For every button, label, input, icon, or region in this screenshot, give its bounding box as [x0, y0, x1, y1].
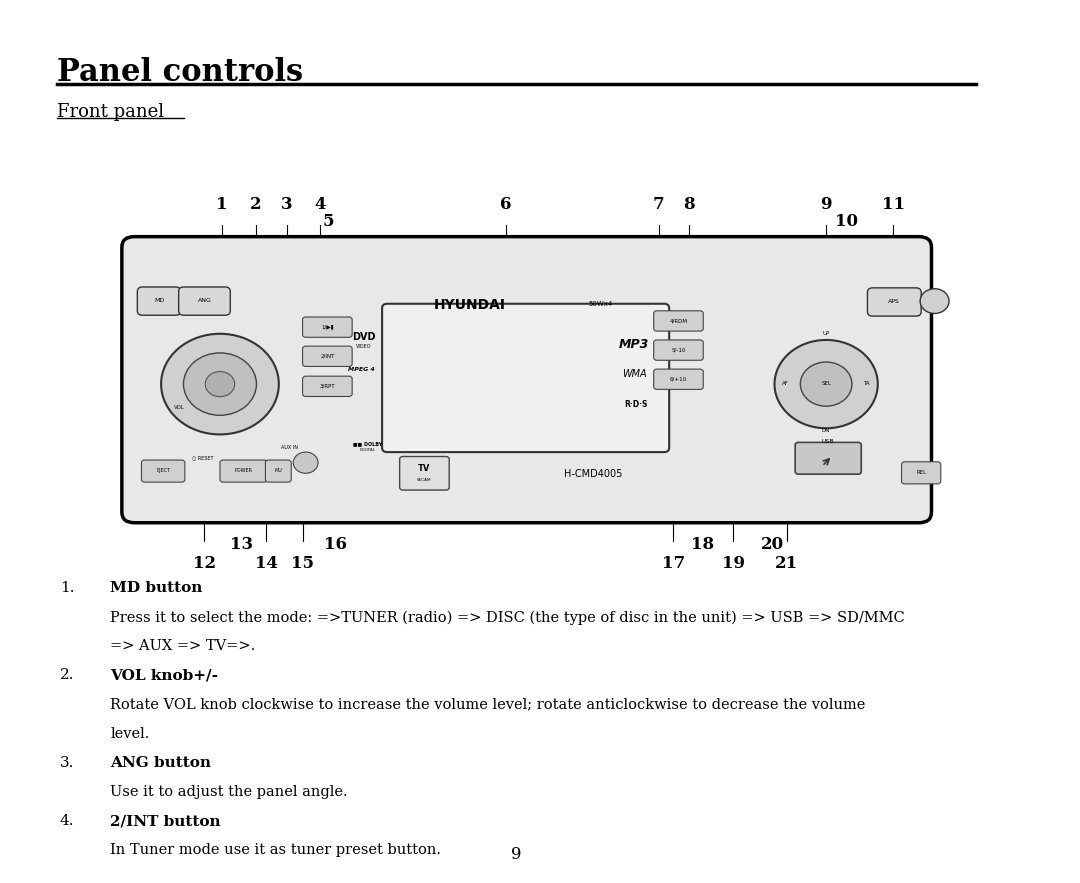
Text: In Tuner mode use it as tuner preset button.: In Tuner mode use it as tuner preset but…: [110, 843, 442, 857]
FancyBboxPatch shape: [382, 304, 670, 452]
Text: AUX IN: AUX IN: [281, 445, 298, 450]
Text: DIGITAL: DIGITAL: [360, 449, 376, 452]
FancyBboxPatch shape: [137, 287, 180, 315]
Text: REL: REL: [916, 470, 927, 475]
Circle shape: [800, 362, 852, 406]
Text: MD: MD: [154, 298, 164, 303]
Text: 4.: 4.: [59, 814, 75, 828]
FancyBboxPatch shape: [795, 442, 861, 474]
Text: TV: TV: [418, 464, 431, 473]
Text: Front panel: Front panel: [57, 103, 164, 121]
FancyBboxPatch shape: [302, 317, 352, 337]
Text: SECAM: SECAM: [417, 479, 432, 482]
Text: 7: 7: [653, 196, 664, 213]
Circle shape: [920, 289, 949, 313]
FancyBboxPatch shape: [653, 340, 703, 360]
Text: UP: UP: [823, 331, 829, 336]
Text: 13: 13: [230, 536, 253, 553]
Text: 2/INT button: 2/INT button: [110, 814, 221, 828]
Text: 16: 16: [324, 536, 347, 553]
Text: SEL: SEL: [821, 381, 832, 386]
FancyBboxPatch shape: [178, 287, 230, 315]
Text: ○ RESET: ○ RESET: [191, 455, 213, 460]
FancyBboxPatch shape: [266, 460, 292, 482]
Text: MPEG 4: MPEG 4: [348, 367, 375, 373]
Circle shape: [184, 353, 256, 415]
Text: level.: level.: [110, 727, 150, 741]
Text: ■■ DOLBY: ■■ DOLBY: [353, 441, 382, 446]
Text: 5: 5: [323, 214, 334, 230]
Text: MD button: MD button: [110, 581, 203, 595]
Text: 17: 17: [662, 555, 685, 572]
Text: 1: 1: [216, 196, 228, 213]
Text: 3: 3: [281, 196, 293, 213]
Circle shape: [294, 452, 319, 473]
Circle shape: [774, 340, 878, 428]
Text: TA: TA: [863, 381, 869, 386]
Text: 3.: 3.: [59, 756, 75, 770]
FancyBboxPatch shape: [302, 346, 352, 366]
Text: VOL knob+/-: VOL knob+/-: [110, 668, 218, 683]
Text: Panel controls: Panel controls: [57, 57, 302, 88]
Text: 50Wx4: 50Wx4: [589, 301, 613, 306]
Text: 2: 2: [251, 196, 262, 213]
Text: 11: 11: [881, 196, 905, 213]
Text: MP3: MP3: [619, 338, 649, 351]
Text: 10: 10: [835, 214, 859, 230]
Text: VOL: VOL: [174, 405, 185, 411]
Text: 18: 18: [691, 536, 714, 553]
Text: 19: 19: [721, 555, 745, 572]
FancyBboxPatch shape: [653, 311, 703, 331]
Text: 4: 4: [314, 196, 326, 213]
Text: EJECT: EJECT: [157, 468, 171, 473]
Text: 3/RPT: 3/RPT: [320, 384, 335, 389]
Text: DN: DN: [822, 428, 831, 434]
Text: H-CMD4005: H-CMD4005: [564, 469, 622, 479]
Text: 14: 14: [255, 555, 278, 572]
Text: 9: 9: [821, 196, 832, 213]
Text: 12: 12: [193, 555, 216, 572]
Text: HYUNDAI: HYUNDAI: [434, 298, 505, 312]
Text: 1.: 1.: [59, 581, 75, 595]
Text: 20: 20: [761, 536, 784, 553]
Text: 21: 21: [775, 555, 798, 572]
FancyBboxPatch shape: [653, 369, 703, 389]
Text: R·D·S: R·D·S: [624, 400, 648, 409]
Text: ANG button: ANG button: [110, 756, 212, 770]
FancyBboxPatch shape: [302, 376, 352, 396]
Text: POWER: POWER: [234, 468, 253, 473]
Text: Press it to select the mode: =>TUNER (radio) => DISC (the type of disc in the un: Press it to select the mode: =>TUNER (ra…: [110, 610, 905, 624]
Text: Use it to adjust the panel angle.: Use it to adjust the panel angle.: [110, 785, 348, 799]
Text: WMA: WMA: [622, 368, 647, 379]
Text: 8: 8: [683, 196, 694, 213]
Text: 1/▶▮: 1/▶▮: [321, 325, 334, 329]
FancyBboxPatch shape: [141, 460, 185, 482]
Text: 6: 6: [500, 196, 512, 213]
Circle shape: [161, 334, 279, 434]
Text: 15: 15: [292, 555, 314, 572]
FancyBboxPatch shape: [902, 462, 941, 484]
FancyBboxPatch shape: [400, 457, 449, 490]
Text: AF: AF: [782, 381, 789, 386]
Text: 4/RDM: 4/RDM: [670, 319, 688, 323]
Text: USB: USB: [822, 439, 835, 444]
Text: 6/+10: 6/+10: [670, 377, 687, 381]
Text: 9: 9: [511, 846, 522, 864]
Text: ANG: ANG: [198, 298, 212, 303]
Text: 2/INT: 2/INT: [320, 354, 335, 358]
FancyBboxPatch shape: [867, 288, 921, 316]
FancyBboxPatch shape: [220, 460, 268, 482]
FancyBboxPatch shape: [122, 237, 931, 523]
Text: 2.: 2.: [59, 668, 75, 683]
Text: APS: APS: [889, 298, 901, 304]
Text: MU: MU: [275, 468, 283, 473]
Text: => AUX => TV=>.: => AUX => TV=>.: [110, 639, 256, 653]
Text: VIDEO: VIDEO: [355, 343, 372, 349]
Text: DVD: DVD: [352, 332, 375, 343]
Text: 5/-10: 5/-10: [672, 348, 686, 352]
Text: Rotate VOL knob clockwise to increase the volume level; rotate anticlockwise to : Rotate VOL knob clockwise to increase th…: [110, 698, 866, 712]
Circle shape: [205, 372, 234, 396]
